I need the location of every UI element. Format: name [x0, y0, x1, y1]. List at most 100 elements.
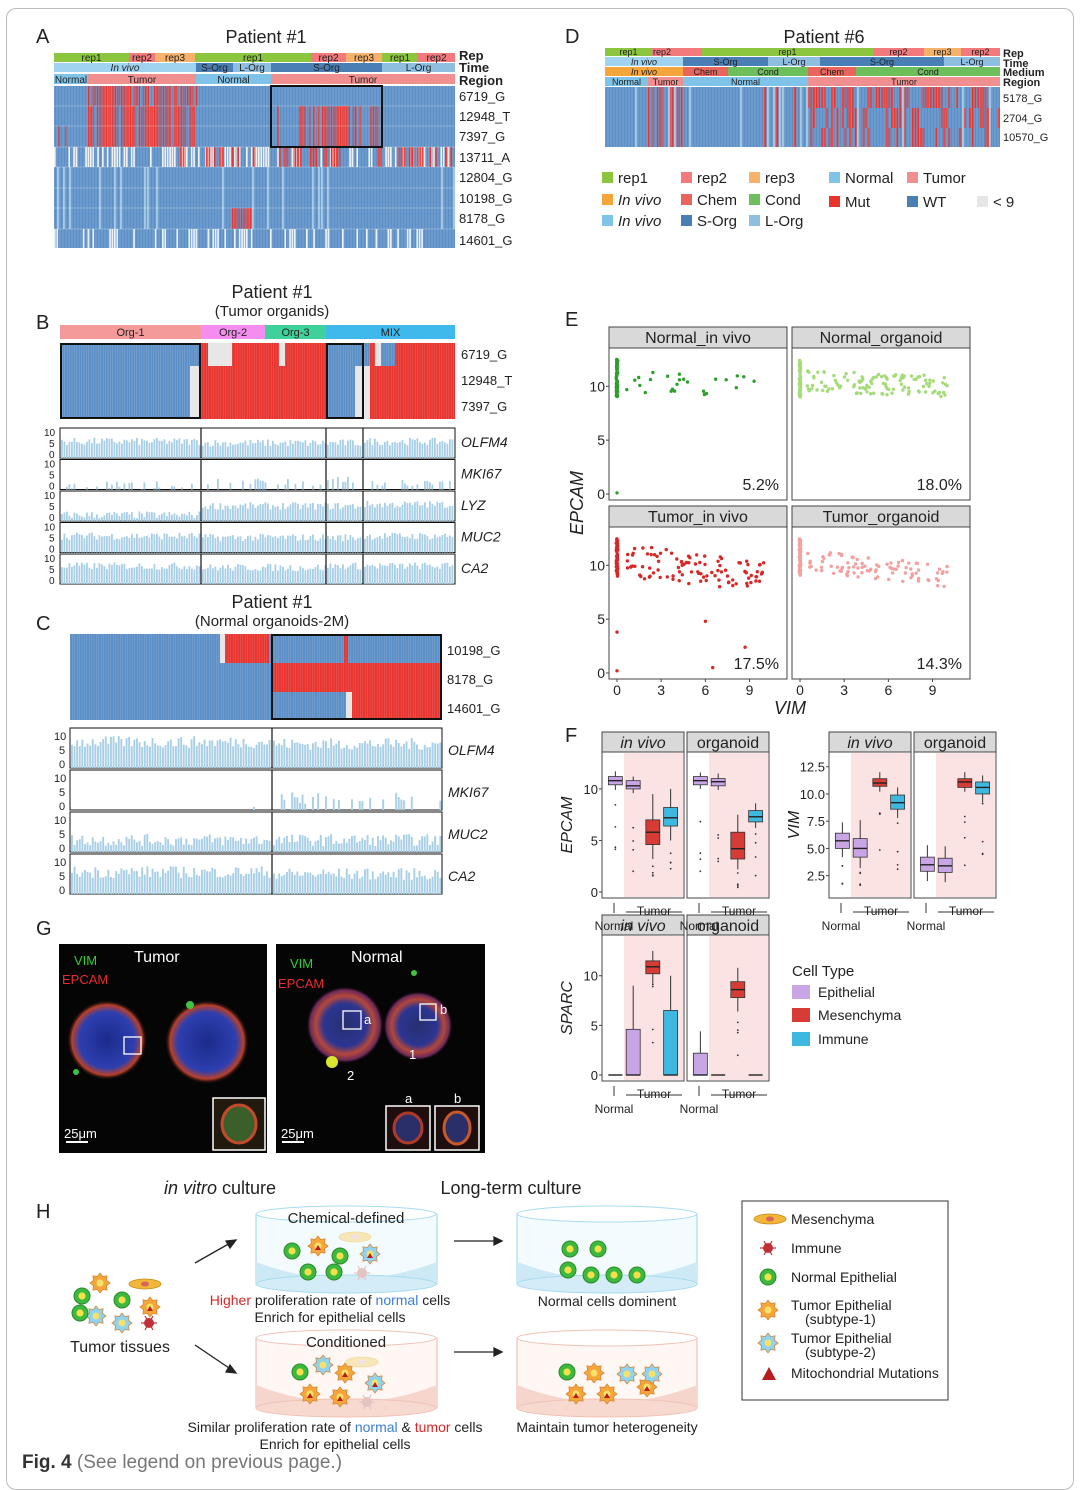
scatter-point [914, 571, 918, 575]
expression-bar [431, 742, 434, 768]
heatmap-stripe [195, 86, 198, 106]
heatmap-stripe [110, 106, 112, 147]
scatter-point [738, 561, 742, 565]
heatmap-stripe [217, 229, 219, 248]
x-group-tumor: Tumor [637, 1087, 671, 1101]
heatmap-stripe [948, 128, 951, 147]
heatmap-stripe [189, 86, 191, 106]
expression-bar [209, 564, 212, 584]
expression-bar [83, 538, 86, 553]
expression-bar [343, 838, 346, 852]
heatmap-stripe [302, 106, 304, 147]
expression-bar [242, 480, 244, 490]
heatmap-stripe [184, 86, 187, 106]
boxplot-outlier [754, 841, 757, 844]
heatmap-stripe [375, 229, 378, 248]
expression-bar [264, 567, 267, 584]
heatmap-stripe [943, 108, 945, 128]
expression-bar [319, 504, 322, 521]
ytick: 0 [591, 1068, 598, 1083]
heatmap-stripe [670, 87, 672, 147]
heatmap-stripe [352, 106, 355, 147]
expression-bar [166, 568, 168, 584]
expression-bar [273, 845, 275, 852]
expression-bar [312, 485, 314, 490]
heatmap-stripe [416, 229, 419, 248]
scatter-point [858, 380, 862, 385]
track-rep-segment [129, 53, 155, 62]
ytick: 5 [49, 534, 55, 545]
expression-bar [424, 534, 426, 553]
expression-bar [167, 870, 170, 894]
chem-text-1: Higher proliferation rate of normal cell… [210, 1292, 450, 1308]
heatmap-stripe [87, 147, 90, 167]
expression-bar [396, 443, 399, 458]
cell-nucleus [587, 1271, 595, 1279]
heatmap-stripe [321, 167, 324, 229]
expression-bar [289, 535, 292, 553]
heatmap-stripe [129, 106, 132, 147]
ytick: 10 [44, 460, 56, 471]
heatmap-stripe [935, 87, 938, 108]
heatmap-stripe [648, 87, 650, 147]
expression-bar [381, 445, 384, 458]
heatmap-stripe [58, 126, 60, 147]
expression-bar [434, 869, 437, 894]
heatmap-stripe [250, 147, 253, 167]
expression-bar [224, 568, 227, 584]
heatmap-stripe [278, 147, 281, 167]
result-2: Maintain tumor heterogeneity [516, 1419, 697, 1435]
expression-bar [232, 505, 234, 521]
expression-bar [183, 513, 186, 521]
expression-bar [359, 506, 362, 521]
organoid-blob [306, 986, 384, 1064]
expression-bar [436, 443, 439, 458]
expression-bar [108, 439, 111, 458]
expression-bar [404, 443, 406, 458]
expression-bar [325, 741, 327, 768]
boxplot-outlier [699, 870, 702, 873]
expression-bar [317, 874, 320, 894]
heatmap-stripe [402, 147, 404, 167]
heatmap-stripe [252, 167, 255, 229]
scatter-point [901, 388, 905, 392]
expression-bar [364, 507, 366, 521]
ytick: 0 [59, 801, 65, 813]
scatter-point [832, 571, 836, 575]
expression-bar [301, 744, 304, 768]
expression-bar [338, 843, 340, 852]
heatmap-stripe [176, 86, 178, 106]
expression-bar [279, 565, 282, 584]
expression-bar [207, 537, 209, 553]
mito-mutation-marker [147, 1306, 153, 1311]
expression-bar [277, 538, 279, 553]
expression-bar [358, 801, 361, 810]
expression-bar [110, 737, 112, 768]
heatmap-stripe [221, 147, 224, 167]
scatter-point [806, 551, 810, 556]
cell-nucleus [351, 1234, 359, 1240]
track-region-label: Normal [55, 75, 87, 86]
expression-bar [128, 514, 131, 521]
scatter-point [879, 374, 884, 379]
expression-bar [344, 445, 347, 458]
expression-bar [76, 513, 78, 521]
expression-bar [269, 446, 272, 458]
scatter-point [867, 385, 871, 389]
legend-tumor-epithelial-1: Tumor Epithelial [791, 1297, 892, 1313]
expression-bar [214, 746, 216, 768]
scatter-point [651, 571, 656, 575]
heatmap-stripe [90, 147, 92, 167]
expression-bar [418, 870, 421, 894]
expression-bar [146, 535, 148, 553]
expression-bar [158, 569, 161, 584]
expression-bar [156, 569, 158, 584]
cell-nucleus [92, 1312, 100, 1320]
expression-bar [216, 740, 219, 768]
expression-bar [125, 836, 128, 852]
expression-bar [207, 509, 209, 521]
expression-bar [424, 442, 426, 458]
x-group-normal: Normal [680, 1102, 719, 1116]
heatmap-stripe [92, 229, 95, 248]
heatmap-stripe [313, 229, 315, 248]
